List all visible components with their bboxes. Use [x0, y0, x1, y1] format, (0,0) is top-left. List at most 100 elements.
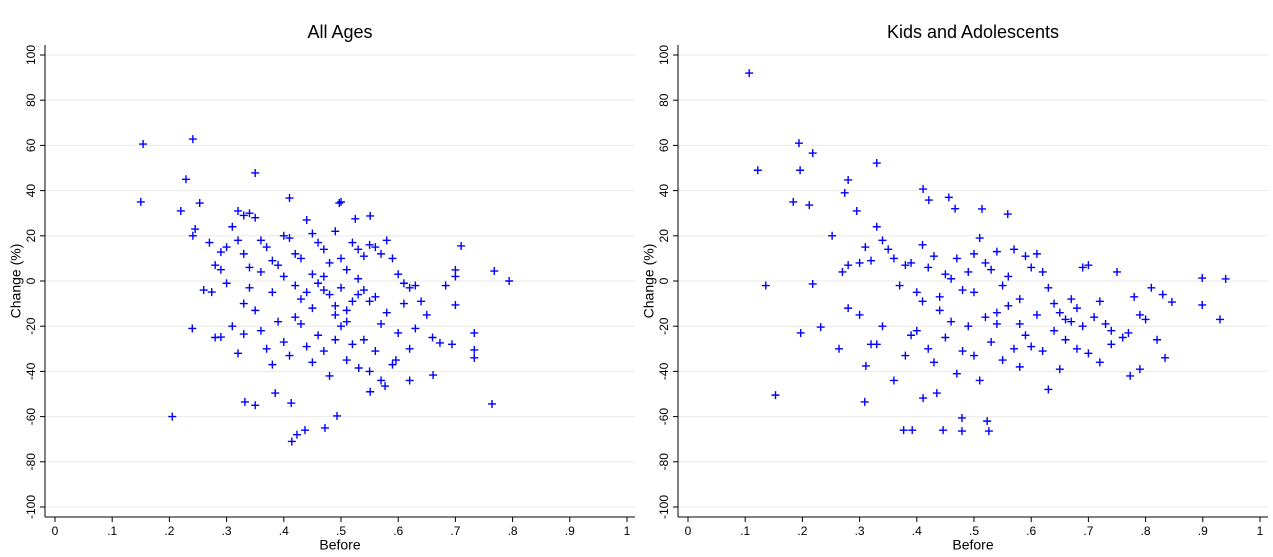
point [908, 426, 917, 435]
point [1055, 308, 1064, 317]
point [808, 279, 817, 288]
point [292, 430, 301, 439]
point [1072, 304, 1081, 313]
point [285, 351, 294, 360]
point [314, 331, 323, 340]
point [411, 281, 420, 290]
point [188, 231, 197, 240]
point [207, 288, 216, 297]
point [325, 290, 334, 299]
x-axis-label: Before [952, 537, 993, 553]
point [337, 197, 345, 206]
point [332, 411, 341, 420]
point [222, 279, 231, 288]
point [470, 353, 479, 362]
point [861, 361, 870, 370]
x-tick-label: .9 [565, 524, 575, 538]
point [441, 281, 450, 290]
point [964, 322, 973, 331]
point [314, 238, 323, 247]
point [794, 139, 803, 148]
point [1198, 274, 1207, 283]
point [211, 261, 220, 270]
point [861, 243, 870, 252]
point [325, 258, 334, 267]
point [895, 281, 904, 290]
point [998, 281, 1007, 290]
point [308, 270, 317, 279]
point [199, 286, 208, 295]
point [191, 225, 200, 234]
point [889, 254, 898, 263]
y-tick-label: 60 [657, 138, 671, 152]
point [251, 168, 260, 177]
x-tick-label: .4 [279, 524, 289, 538]
point [377, 249, 386, 258]
x-tick-label: .1 [740, 524, 750, 538]
point [405, 283, 414, 292]
point [302, 215, 311, 224]
point [291, 249, 300, 258]
point [981, 313, 990, 322]
point [1067, 295, 1076, 304]
point [451, 300, 460, 309]
y-axis-label: Change (%) [8, 244, 24, 319]
point [354, 274, 363, 283]
point [1044, 385, 1053, 394]
point [753, 166, 762, 175]
point [314, 279, 323, 288]
point [978, 204, 987, 213]
point [1221, 274, 1230, 283]
point [240, 397, 249, 406]
point [867, 340, 876, 349]
point [296, 254, 305, 263]
point [222, 243, 231, 252]
point [239, 249, 248, 258]
point [1027, 263, 1036, 272]
point [319, 286, 328, 295]
point [796, 328, 805, 337]
point [331, 310, 340, 319]
point [947, 317, 956, 326]
point [405, 344, 414, 353]
point [399, 299, 408, 308]
point [924, 196, 933, 205]
point [1032, 310, 1041, 319]
point [932, 389, 941, 398]
point [274, 261, 283, 270]
y-tick-label: -20 [24, 317, 38, 335]
y-tick-label: -100 [657, 495, 671, 519]
point [1038, 347, 1047, 356]
point [268, 360, 277, 369]
point [941, 333, 950, 342]
point [992, 319, 1001, 328]
point [188, 324, 197, 333]
point [992, 247, 1001, 256]
point [1126, 371, 1135, 380]
panel: -100 -80 -60 -40 -20 0 20 40 60 80 100 0 .1 .2 .3 .4 .5.… [641, 22, 1268, 553]
point [359, 252, 368, 261]
point [239, 211, 248, 220]
x-tick-label: .7 [450, 524, 460, 538]
point [935, 292, 944, 301]
point [805, 201, 814, 210]
point [348, 340, 357, 349]
point [1015, 295, 1024, 304]
point [262, 344, 271, 353]
point [308, 358, 317, 367]
point [256, 326, 265, 335]
point [296, 319, 305, 328]
point [381, 382, 390, 391]
x-tick-label: .9 [1198, 524, 1208, 538]
point [205, 238, 214, 247]
point [840, 188, 849, 197]
point [907, 258, 916, 267]
point [924, 344, 933, 353]
point [371, 292, 380, 301]
point [1038, 267, 1047, 276]
point [867, 256, 876, 265]
point [354, 290, 363, 299]
x-tick-label: .6 [393, 524, 403, 538]
point [365, 297, 374, 306]
